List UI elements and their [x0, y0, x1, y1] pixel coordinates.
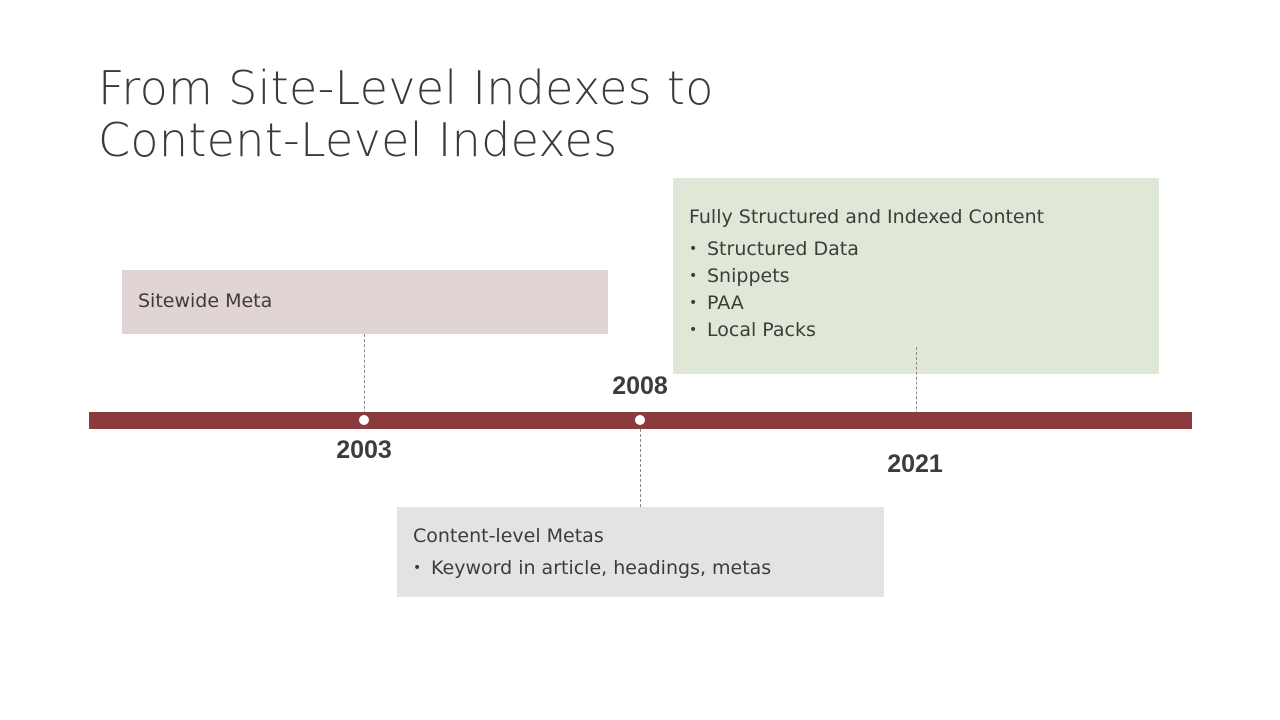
bullet-text: Structured Data [707, 238, 859, 260]
slide-title: From Site-Level Indexes to Content-Level… [98, 62, 798, 166]
connector-2003 [364, 334, 365, 414]
milestone-label: Fully Structured and Indexed Content [689, 206, 1045, 228]
connector-2021 [916, 347, 917, 429]
title-line-1: From Site-Level Indexes to [98, 61, 714, 115]
list-item: • Local Packs [689, 319, 816, 341]
list-item: • PAA [689, 292, 744, 314]
bullet-text: Local Packs [707, 319, 816, 341]
timeline-dot-2008 [635, 415, 645, 425]
milestone-card-content-level-metas: Content-level Metas • Keyword in article,… [397, 507, 884, 597]
bullet-text: Keyword in article, headings, metas [431, 557, 772, 579]
milestone-card-sitewide-meta: Sitewide Meta [122, 270, 608, 334]
milestone-label: Content-level Metas [413, 525, 604, 547]
bullet-list: • Keyword in article, headings, metas [413, 555, 868, 582]
list-item: • Structured Data [689, 238, 859, 260]
year-label-2008: 2008 [612, 372, 668, 400]
list-item: • Keyword in article, headings, metas [413, 557, 772, 579]
connector-2008 [640, 429, 641, 507]
bullet-text: Snippets [707, 265, 790, 287]
milestone-label: Sitewide Meta [138, 290, 273, 312]
bullet-list: • Structured Data • Snippets • PAA • Local P… [689, 236, 1143, 344]
bullet-text: PAA [707, 292, 744, 314]
title-line-2: Content-Level Indexes [98, 113, 618, 167]
year-label-2003: 2003 [336, 436, 392, 464]
timeline-dot-2003 [359, 415, 369, 425]
milestone-card-structured-content: Fully Structured and Indexed Content • St… [673, 178, 1159, 374]
list-item: • Snippets [689, 265, 790, 287]
year-label-2021: 2021 [887, 450, 943, 478]
